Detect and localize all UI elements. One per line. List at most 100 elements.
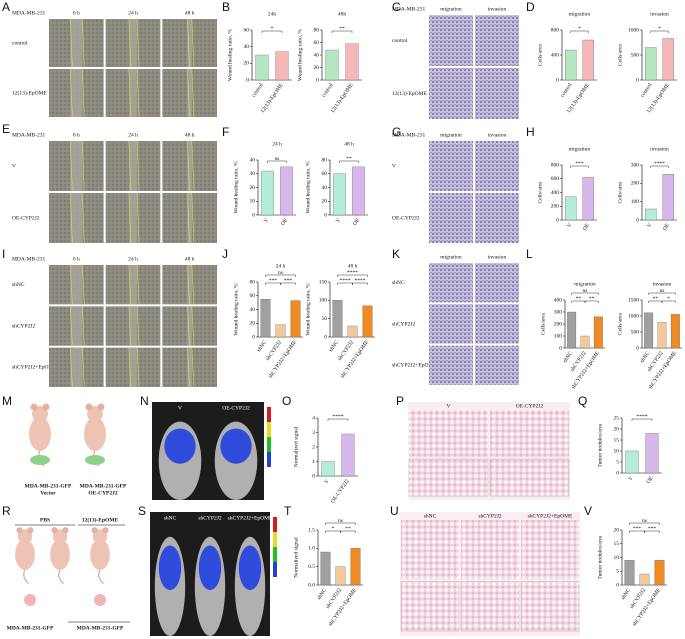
significance-label: ns	[275, 156, 280, 162]
y-tick-label: 10	[614, 448, 620, 454]
significance-label: ****	[654, 161, 665, 167]
y-tick-label: 150	[319, 279, 328, 285]
bar	[275, 324, 286, 338]
panel-letter: K	[392, 247, 400, 261]
y-tick-label: 600	[551, 176, 560, 182]
column-label: 48 h	[185, 256, 195, 262]
panel-letter: B	[222, 0, 230, 14]
chart-title: migration	[574, 281, 596, 287]
mouse-tail	[98, 568, 104, 584]
significance-bracket	[340, 530, 356, 533]
signal	[164, 428, 196, 464]
significance-label: ***	[648, 526, 657, 532]
micrograph	[429, 193, 473, 243]
y-tick-label: 500	[631, 52, 640, 58]
wound-gap	[128, 265, 138, 305]
significance-bracket	[629, 522, 660, 525]
wound-gap	[70, 193, 83, 243]
histology	[490, 410, 569, 458]
significance-label: ***	[284, 278, 293, 284]
column-label: 48 h	[185, 132, 195, 138]
y-tick-label: 60	[244, 27, 250, 33]
wound-gap	[187, 347, 192, 387]
y-tick-label: 3	[312, 430, 315, 436]
y-tick-label: 25	[614, 415, 620, 421]
mouse-ear	[27, 527, 34, 534]
y-axis-label: Wound healing ratio, %	[297, 29, 303, 82]
chart-title: invasion	[650, 146, 669, 152]
significance-label: **	[339, 26, 345, 32]
y-tick-label: 0	[556, 217, 559, 223]
wound-gap	[70, 347, 83, 387]
panel-letter: G	[392, 125, 401, 139]
signal	[238, 545, 262, 591]
significance-label: **	[653, 296, 659, 302]
wound-edge	[136, 306, 140, 346]
row-label: shNC	[392, 280, 405, 286]
y-tick-label: 0	[616, 470, 619, 476]
chart-title: 24 h	[272, 141, 282, 147]
y-tick-label: 80	[322, 157, 328, 163]
mouse-body	[90, 539, 110, 570]
significance-label: **	[576, 296, 582, 302]
row-label: shCYP2J2+EpOME	[392, 363, 437, 369]
row-label: shCYP2J2+EpOME	[12, 365, 57, 371]
column-label: invasion	[488, 6, 507, 12]
chart-title: 24h	[268, 11, 277, 17]
bar	[275, 51, 289, 81]
x-tick-label: shNC	[316, 587, 328, 601]
y-tick-label: 50	[322, 316, 328, 322]
wound-edge	[136, 68, 140, 118]
y-tick-label: 20	[614, 426, 620, 432]
bar	[255, 54, 269, 81]
bar	[645, 433, 659, 474]
wound-gap	[187, 306, 192, 346]
x-tick-label: OE	[646, 475, 655, 485]
mouse-label: OE-CYP2J2	[88, 490, 118, 496]
y-tick-label: 300	[631, 162, 640, 168]
wound-edge	[187, 18, 190, 68]
x-tick-label: shNC	[256, 339, 268, 353]
wound-edge	[136, 347, 140, 388]
y-tick-label: 0	[616, 582, 619, 588]
bar	[565, 49, 577, 81]
wound-edge	[128, 18, 132, 68]
wound-edge	[70, 140, 73, 192]
significance-label: *	[658, 26, 661, 32]
wound-edge	[70, 192, 73, 244]
x-tick-label: V	[566, 222, 573, 229]
significance-label: **	[346, 156, 352, 162]
bar	[362, 305, 373, 338]
significance-bracket	[331, 30, 353, 33]
column-label: migration	[440, 6, 462, 12]
wound-gap	[70, 19, 83, 67]
colorbar	[267, 437, 271, 452]
significance-bracket	[570, 165, 589, 168]
column-label: invasion	[488, 254, 507, 260]
significance-label: ***	[575, 161, 584, 167]
bar	[654, 560, 665, 586]
significance-label: *	[271, 26, 274, 32]
tumor-cells	[85, 455, 105, 465]
mouse-body	[84, 417, 106, 451]
group-label: PBS	[40, 517, 50, 523]
panel-letter: L	[526, 247, 533, 261]
x-tick-label: control	[640, 82, 654, 99]
x-tick-label: OE	[582, 222, 591, 232]
colorbar	[273, 532, 277, 547]
y-tick-label: 300	[554, 309, 563, 315]
significance-bracket	[571, 292, 599, 295]
significance-label: ns	[278, 270, 283, 276]
wound-gap	[70, 306, 83, 346]
column-label: V	[447, 403, 451, 409]
column-label: shCYP2J2+EpOME	[228, 515, 273, 521]
x-tick-label: control	[251, 82, 265, 99]
y-tick-label: 20	[614, 527, 620, 533]
wound-edge	[191, 347, 195, 388]
cells	[24, 594, 36, 606]
panel-letter: S	[138, 504, 146, 518]
histology	[401, 520, 459, 580]
significance-label: ****	[333, 414, 344, 420]
y-axis-label: Normalized signal	[293, 537, 299, 578]
wound-edge	[128, 140, 132, 192]
